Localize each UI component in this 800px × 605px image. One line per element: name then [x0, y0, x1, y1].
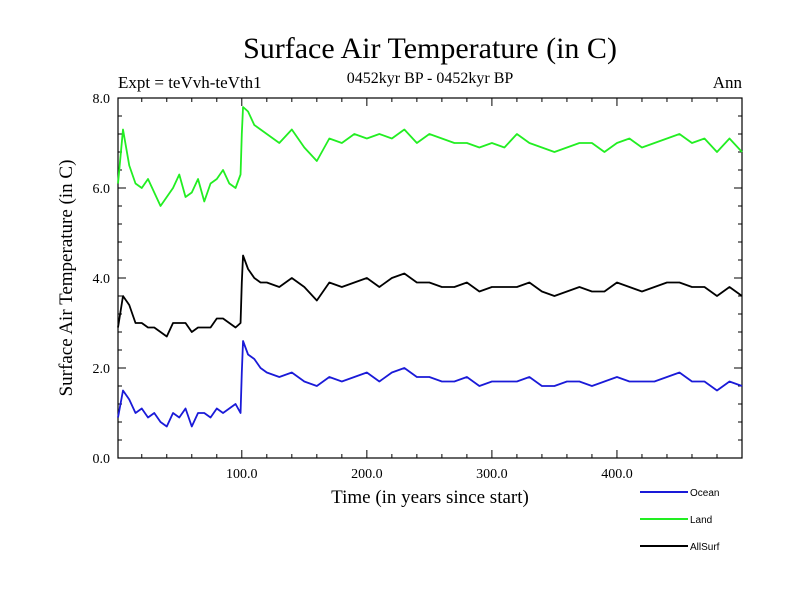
- chart-axes: 0.0 2.0 4.0 6.0 8.0 100.0 200.0 300.0 400.0: [93, 92, 743, 482]
- y-tick-label: 6.0: [93, 182, 111, 197]
- x-tick-label: 300.0: [476, 467, 508, 482]
- chart-subtitle: 0452kyr BP - 0452kyr BP: [347, 70, 514, 87]
- chart-legend: Ocean Land AllSurf: [640, 488, 720, 553]
- x-axis-label: Time (in years since start): [331, 487, 529, 508]
- y-axis-label: Surface Air Temperature (in C): [56, 160, 77, 397]
- chart-header: Surface Air Temperature (in C) 0452kyr B…: [118, 32, 742, 92]
- x-tick-label: 200.0: [351, 467, 383, 482]
- legend-label-allsurf: AllSurf: [690, 542, 720, 553]
- experiment-label: Expt = teVvh-teVth1: [118, 73, 262, 92]
- x-tick-label: 100.0: [226, 467, 258, 482]
- legend-label-ocean: Ocean: [690, 488, 719, 499]
- x-tick-label: 400.0: [601, 467, 633, 482]
- legend-label-land: Land: [690, 515, 712, 526]
- chart-series: [117, 106, 743, 428]
- season-label: Ann: [713, 73, 743, 92]
- y-tick-label: 8.0: [93, 92, 111, 107]
- y-tick-label: 0.0: [93, 452, 111, 467]
- plot-frame: [117, 97, 743, 459]
- chart-title: Surface Air Temperature (in C): [243, 32, 617, 65]
- chart-axis-labels: Time (in years since start) Surface Air …: [56, 160, 529, 508]
- y-tick-label: 4.0: [93, 272, 111, 287]
- series-line-allsurf: [117, 254, 743, 338]
- series-line-ocean: [117, 340, 743, 428]
- series-line-land: [117, 106, 743, 207]
- y-tick-label: 2.0: [93, 362, 111, 377]
